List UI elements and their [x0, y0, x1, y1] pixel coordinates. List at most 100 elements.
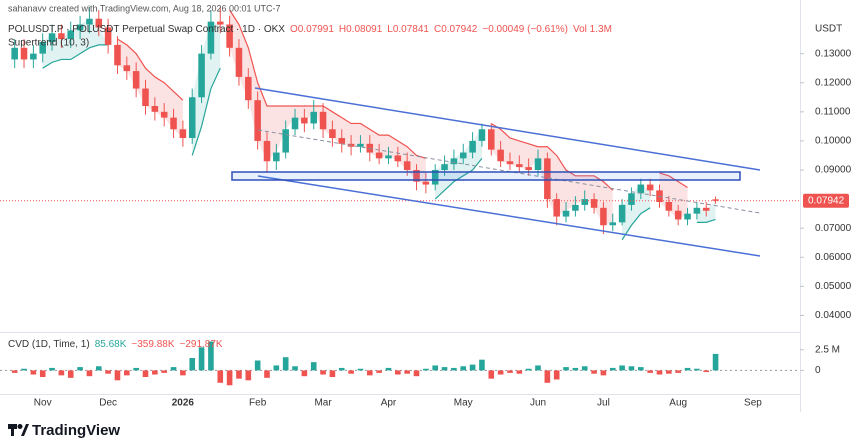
cvd-bar	[180, 370, 186, 376]
candle-body	[245, 76, 252, 101]
y-tick-label: 0.07000	[815, 223, 852, 234]
candle-body	[114, 44, 121, 66]
cvd-bar	[666, 370, 672, 374]
candle-body	[665, 202, 673, 211]
candle-body	[104, 27, 112, 45]
cvd-bar	[320, 370, 326, 375]
cvd-bar	[21, 368, 27, 371]
candle-body	[637, 184, 645, 194]
cvd-bar	[39, 370, 46, 378]
candle-body	[95, 18, 103, 28]
cvd-bar	[628, 366, 635, 371]
cvd-bar	[376, 370, 382, 373]
candle-body	[385, 155, 392, 159]
candle-body	[450, 158, 458, 165]
candle-body	[39, 42, 46, 54]
candle-body	[319, 111, 327, 130]
candle-body	[497, 149, 504, 162]
candle-body	[301, 117, 308, 124]
candle-body	[226, 24, 233, 48]
candle-body	[48, 33, 56, 42]
x-tick-label: Jul	[597, 398, 610, 409]
y-tick-label: 0.13000	[815, 48, 852, 59]
cvd-bar	[460, 366, 467, 371]
candle-body	[413, 170, 420, 182]
cvd-bar	[254, 360, 261, 371]
x-tick-label: Sep	[744, 398, 762, 409]
ohlc-value: O0.07991	[290, 24, 334, 35]
candle-body	[375, 152, 383, 159]
candle-body	[572, 204, 579, 211]
candle-body	[525, 167, 532, 170]
supertrend-fill	[42, 18, 109, 69]
cvd-bar	[245, 370, 252, 381]
candle-body	[160, 111, 168, 118]
cvd-readout: 85.68K	[95, 339, 127, 350]
candle-body	[618, 204, 626, 223]
cvd-bar	[105, 370, 111, 374]
cvd-bar	[208, 341, 214, 371]
cvd-bar	[441, 367, 448, 371]
cvd-bar	[124, 370, 130, 376]
cvd-bar	[535, 365, 541, 371]
y-tick-label: 0.05000	[815, 281, 852, 292]
y-tick-label: 0.06000	[815, 252, 852, 263]
cvd-bar	[133, 367, 139, 371]
cvd-bar	[609, 367, 616, 371]
legend-symbol: POLUSDT.P · POLUSDT Perpetual Swap Contr…	[8, 24, 612, 35]
candle-body	[478, 129, 486, 141]
candle-body	[441, 164, 448, 170]
cvd-readout: −291.87K	[180, 339, 223, 350]
cvd-bar	[348, 370, 354, 374]
brand: TradingView	[32, 422, 120, 439]
cvd-bar	[11, 370, 18, 373]
last-price-label: 0.07942	[808, 195, 845, 206]
supertrend-line	[696, 218, 716, 223]
candle-body	[712, 199, 719, 201]
x-tick-label: May	[454, 398, 473, 409]
candle-body	[403, 161, 411, 170]
cvd-bar	[712, 353, 719, 371]
cvd-bar	[338, 367, 345, 371]
cvd-bar	[525, 368, 532, 371]
logo-icon	[11, 424, 14, 436]
candle-body	[702, 207, 710, 211]
candle-body	[310, 111, 317, 124]
candle-body	[179, 129, 187, 138]
cvd-bar	[413, 370, 420, 377]
candle-body	[488, 129, 495, 150]
candle-body	[544, 158, 551, 200]
candle-body	[30, 53, 37, 60]
cvd-bar	[507, 370, 513, 373]
cvd-bar	[675, 370, 681, 373]
candle-body	[562, 210, 570, 217]
support-zone	[231, 171, 741, 181]
cvd-bar	[49, 367, 55, 371]
ohlc-value: H0.08091	[339, 24, 383, 35]
cvd-bar	[142, 370, 149, 378]
cvd-bar	[170, 367, 177, 371]
watermark: sahanavv created with TradingView.com, A…	[8, 3, 281, 13]
cvd-bar	[217, 370, 224, 383]
cvd-bar	[432, 365, 439, 371]
cvd-bar	[469, 364, 476, 371]
y-tick-label: 0.04000	[815, 310, 852, 321]
candle-body	[628, 193, 635, 205]
logo-icon	[21, 424, 29, 436]
cvd-bar	[647, 370, 653, 373]
currency: USDT	[815, 24, 842, 35]
candle-body	[170, 117, 177, 130]
x-tick-label: Dec	[99, 398, 117, 409]
candle-body	[590, 199, 598, 208]
supertrend-line	[229, 9, 427, 159]
candle-body	[20, 47, 28, 60]
cvd-bar	[67, 370, 74, 378]
cvd-bar	[357, 368, 364, 371]
cvd-bar	[694, 368, 700, 371]
candle-body	[600, 207, 607, 226]
cvd-readout: −359.88K	[131, 339, 174, 350]
cvd-bar	[198, 347, 205, 371]
y-tick-label: 0.12000	[815, 77, 852, 88]
cvd-bar	[591, 370, 597, 374]
supertrend-line	[191, 67, 221, 156]
